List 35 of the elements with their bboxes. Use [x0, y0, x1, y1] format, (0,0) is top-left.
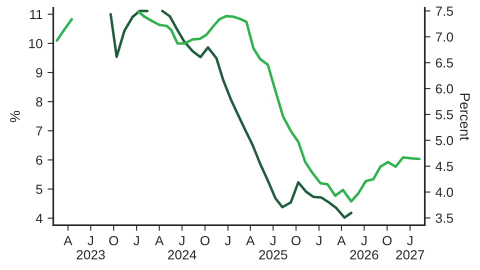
- y2-tick-label: 6.0: [436, 84, 454, 94]
- y2-axis-title: Percent: [460, 94, 470, 140]
- y2-tick-label: 5.5: [436, 110, 454, 120]
- x-tick-label: J 2027: [396, 236, 424, 260]
- y2-tick-label: 3.5: [436, 214, 454, 223]
- x-tick-label: A: [154, 236, 164, 246]
- y-tick-label: 11: [30, 10, 42, 20]
- y-tick-label: 8: [36, 97, 42, 107]
- x-tick-label: O: [200, 236, 210, 246]
- x-tick-label: J 2024: [168, 236, 196, 260]
- y-tick-label: 6: [36, 155, 42, 165]
- y2-tick-label: 6.5: [436, 58, 454, 68]
- y-tick-label: 9: [36, 68, 42, 78]
- x-tick-label: J: [224, 236, 230, 246]
- x-tick-label: J 2025: [259, 236, 288, 260]
- y2-tick-label: 7.0: [436, 32, 454, 42]
- x-tick-label: J 2026: [350, 236, 378, 260]
- y2-tick-label: 4.0: [436, 188, 454, 197]
- x-tick-label: A: [337, 236, 346, 246]
- y-tick-label: 10: [29, 38, 42, 48]
- x-tick-label: J: [134, 236, 139, 246]
- y2-tick-label: 5.0: [436, 136, 454, 146]
- x-tick-label: A: [64, 236, 72, 246]
- y-tick-label: 7: [36, 126, 42, 136]
- x-tick-label: A: [246, 236, 255, 246]
- x-tick-label: J 2023: [76, 236, 105, 260]
- y-tick-label: 5: [36, 184, 42, 194]
- x-tick-label: J: [316, 236, 322, 246]
- y-axis-title: %: [10, 110, 20, 122]
- x-tick-label: O: [109, 236, 118, 246]
- x-tick-label: O: [382, 236, 392, 246]
- x-tick-label: O: [292, 236, 301, 246]
- y-tick-label: 4: [36, 214, 42, 223]
- y2-tick-label: 7.5: [436, 6, 454, 16]
- y2-tick-label: 4.5: [436, 162, 454, 172]
